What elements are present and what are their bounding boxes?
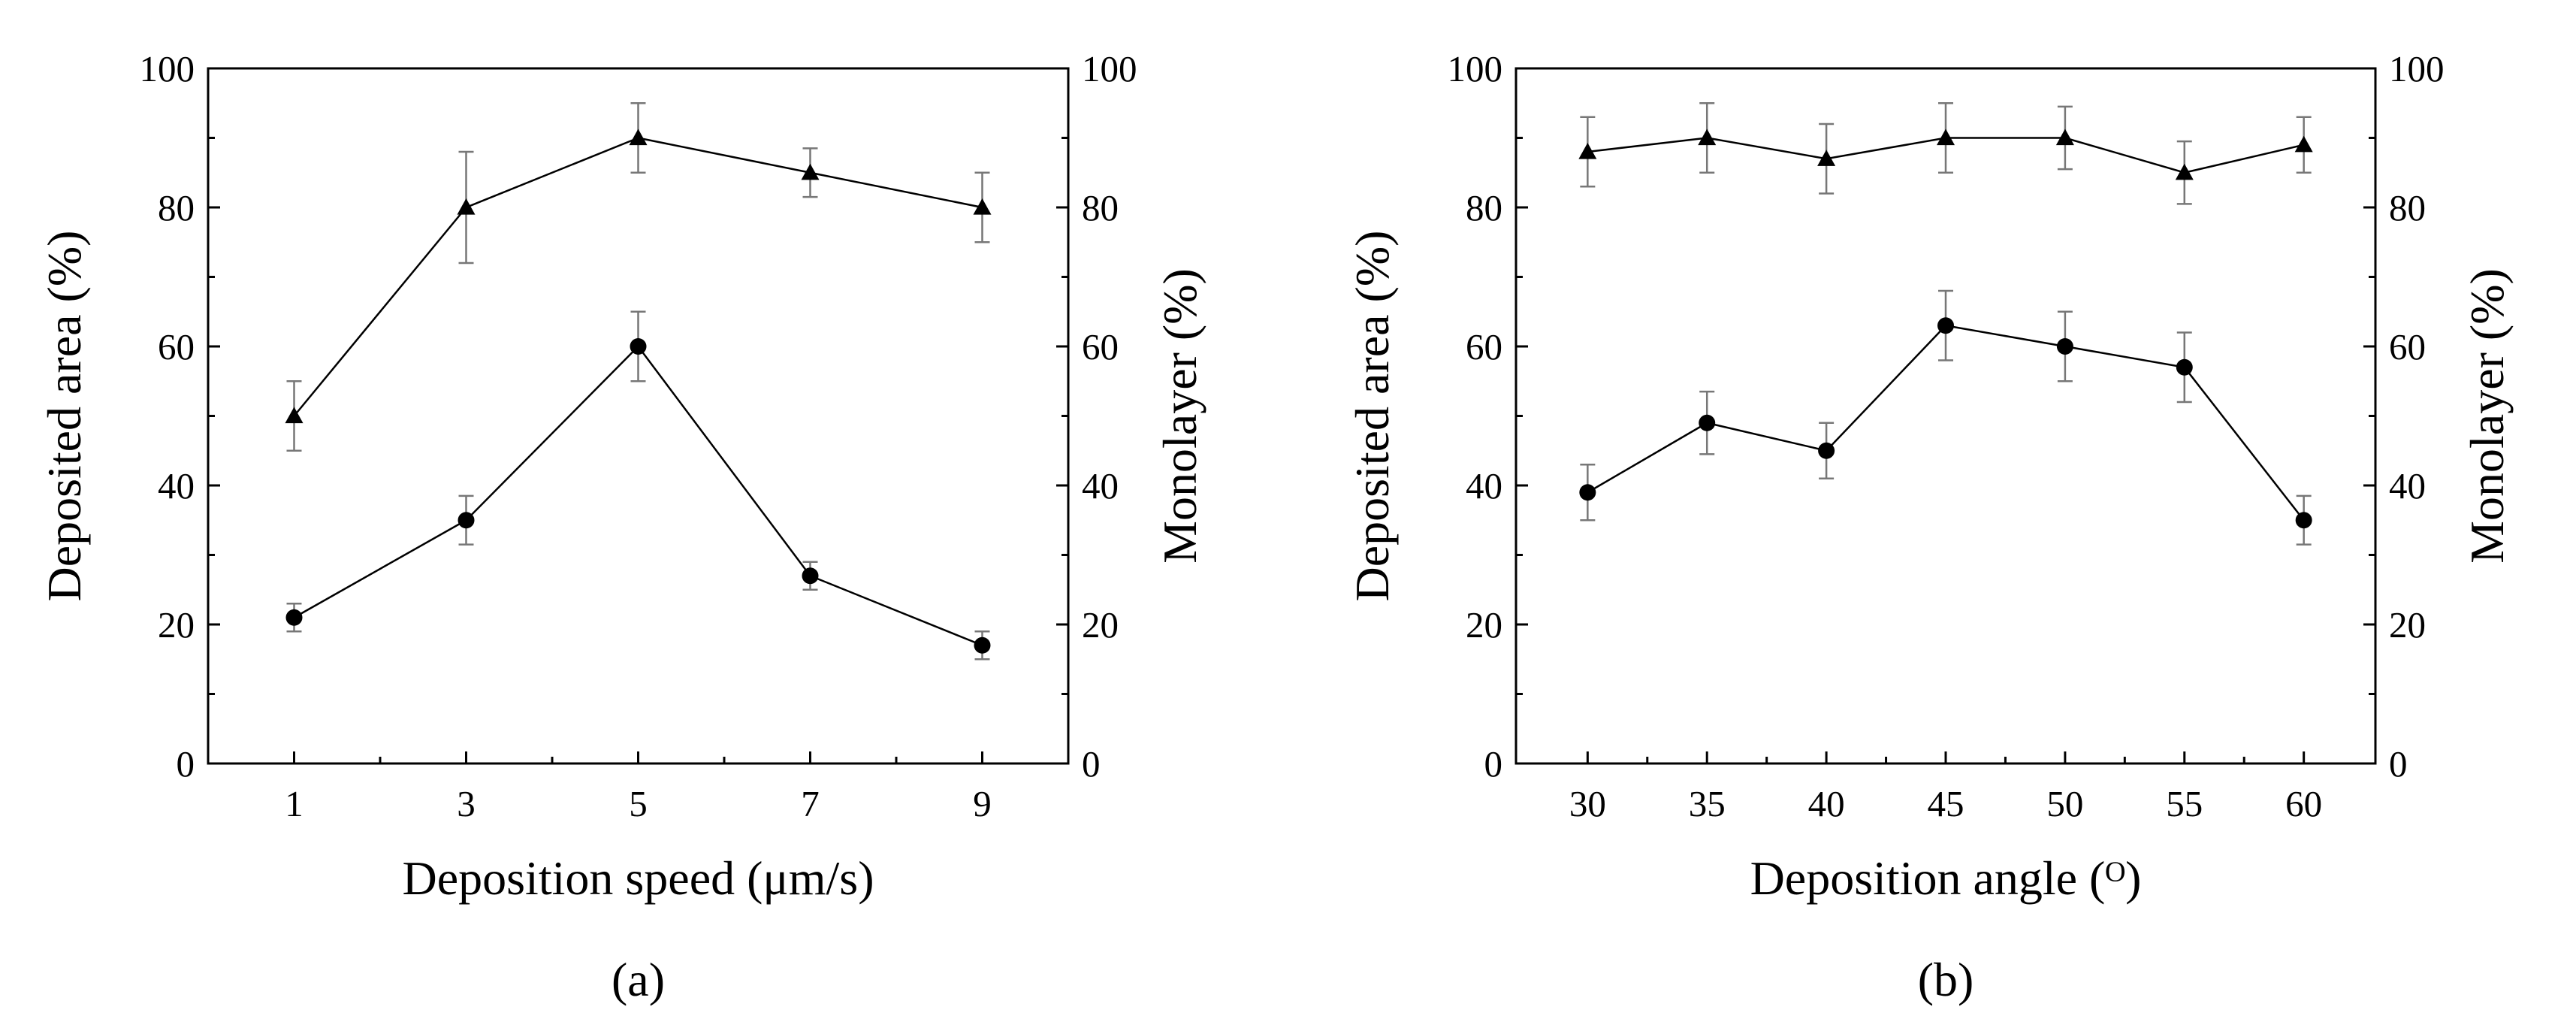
data-point-triangle <box>2175 163 2194 180</box>
y-tick-label-right: 0 <box>1082 743 1101 785</box>
x-tick-label: 1 <box>285 783 304 824</box>
y-tick-label-right: 60 <box>2389 326 2426 367</box>
y-tick-label-left: 40 <box>158 465 195 506</box>
y-tick-label-left: 80 <box>1466 187 1502 228</box>
y-tick-label-left: 100 <box>1448 48 1503 89</box>
series-deposited-area <box>1579 289 2312 546</box>
y-tick-label-left: 100 <box>140 48 195 89</box>
x-tick-label: 3 <box>457 783 476 824</box>
y-tick-label-left: 20 <box>1466 604 1502 646</box>
x-tick-label: 35 <box>1689 783 1726 824</box>
x-tick-label: 9 <box>973 783 992 824</box>
x-axis-title: Deposition speed (μm/s) <box>403 851 874 905</box>
data-point-circle <box>630 338 647 355</box>
y-tick-label-left: 0 <box>1484 743 1503 785</box>
y-tick-label-left: 20 <box>158 604 195 646</box>
y-tick-label-left: 60 <box>1466 326 1502 367</box>
data-point-triangle <box>629 128 648 146</box>
y-tick-label-left: 80 <box>158 187 195 228</box>
x-tick-label: 55 <box>2166 783 2203 824</box>
y-tick-label-right: 40 <box>2389 465 2426 506</box>
data-point-triangle <box>1937 128 1955 146</box>
data-point-triangle <box>973 198 992 215</box>
x-tick-label: 60 <box>2285 783 2322 824</box>
y-tick-label-right: 100 <box>1082 48 1137 89</box>
x-tick-label: 30 <box>1569 783 1606 824</box>
data-point-circle <box>974 636 991 654</box>
y-axis-title-left: Deposited area (%) <box>38 231 91 602</box>
x-tick-label: 45 <box>1928 783 1964 824</box>
data-point-circle <box>802 567 819 585</box>
y-tick-label-right: 100 <box>2389 48 2445 89</box>
chart-panel-b: 0 0 20 20 40 40 60 60 80 80 100 100 30 35 40 45 50 55 60 De… <box>1345 48 2514 1006</box>
y-tick-label-right: 20 <box>2389 604 2426 646</box>
panel-label: (b) <box>1918 953 1974 1006</box>
series-deposited-area <box>285 310 991 661</box>
data-point-triangle <box>801 163 820 180</box>
x-tick-label: 40 <box>1808 783 1845 824</box>
y-tick-label-right: 20 <box>1082 604 1119 646</box>
y-tick-label-right: 80 <box>1082 187 1119 228</box>
data-point-circle <box>2176 358 2193 376</box>
data-point-circle <box>1579 484 1596 501</box>
data-point-triangle <box>457 198 476 215</box>
x-axis-title: Deposition angle (ᴼ) <box>1750 851 2142 905</box>
y-axis-title-right: Monolayer (%) <box>2460 268 2514 564</box>
x-tick-label: 7 <box>801 783 820 824</box>
chart-panel-a: 0 0 20 20 40 40 60 60 80 80 100 100 1 3 5 7 9 Deposition … <box>38 48 1206 1006</box>
data-point-circle <box>285 609 303 626</box>
y-tick-label-left: 40 <box>1466 465 1502 506</box>
data-point-circle <box>1937 317 1954 334</box>
y-tick-label-right: 80 <box>2389 187 2426 228</box>
data-point-triangle <box>1817 150 1836 166</box>
data-point-triangle <box>285 407 304 424</box>
data-point-circle <box>2295 512 2312 529</box>
x-tick-label: 50 <box>2046 783 2083 824</box>
data-point-circle <box>2056 338 2073 355</box>
y-tick-label-right: 40 <box>1082 465 1119 506</box>
y-tick-label-left: 60 <box>158 326 195 367</box>
x-tick-label: 5 <box>629 783 648 824</box>
y-axis-title-left: Deposited area (%) <box>1345 231 1399 602</box>
data-point-circle <box>1699 414 1716 431</box>
data-point-triangle <box>1578 143 1597 159</box>
data-point-triangle <box>1698 128 1717 146</box>
y-tick-label-right: 60 <box>1082 326 1119 367</box>
data-point-triangle <box>2055 128 2074 146</box>
y-axis-title-right: Monolayer (%) <box>1153 268 1206 564</box>
series-monolayer <box>285 102 992 452</box>
data-point-circle <box>458 512 475 529</box>
data-point-circle <box>1818 442 1835 459</box>
data-point-triangle <box>2294 135 2313 153</box>
y-tick-label-left: 0 <box>177 743 195 785</box>
y-tick-label-right: 0 <box>2389 743 2408 785</box>
panel-label: (a) <box>612 953 665 1006</box>
series-monolayer <box>1578 102 2313 205</box>
